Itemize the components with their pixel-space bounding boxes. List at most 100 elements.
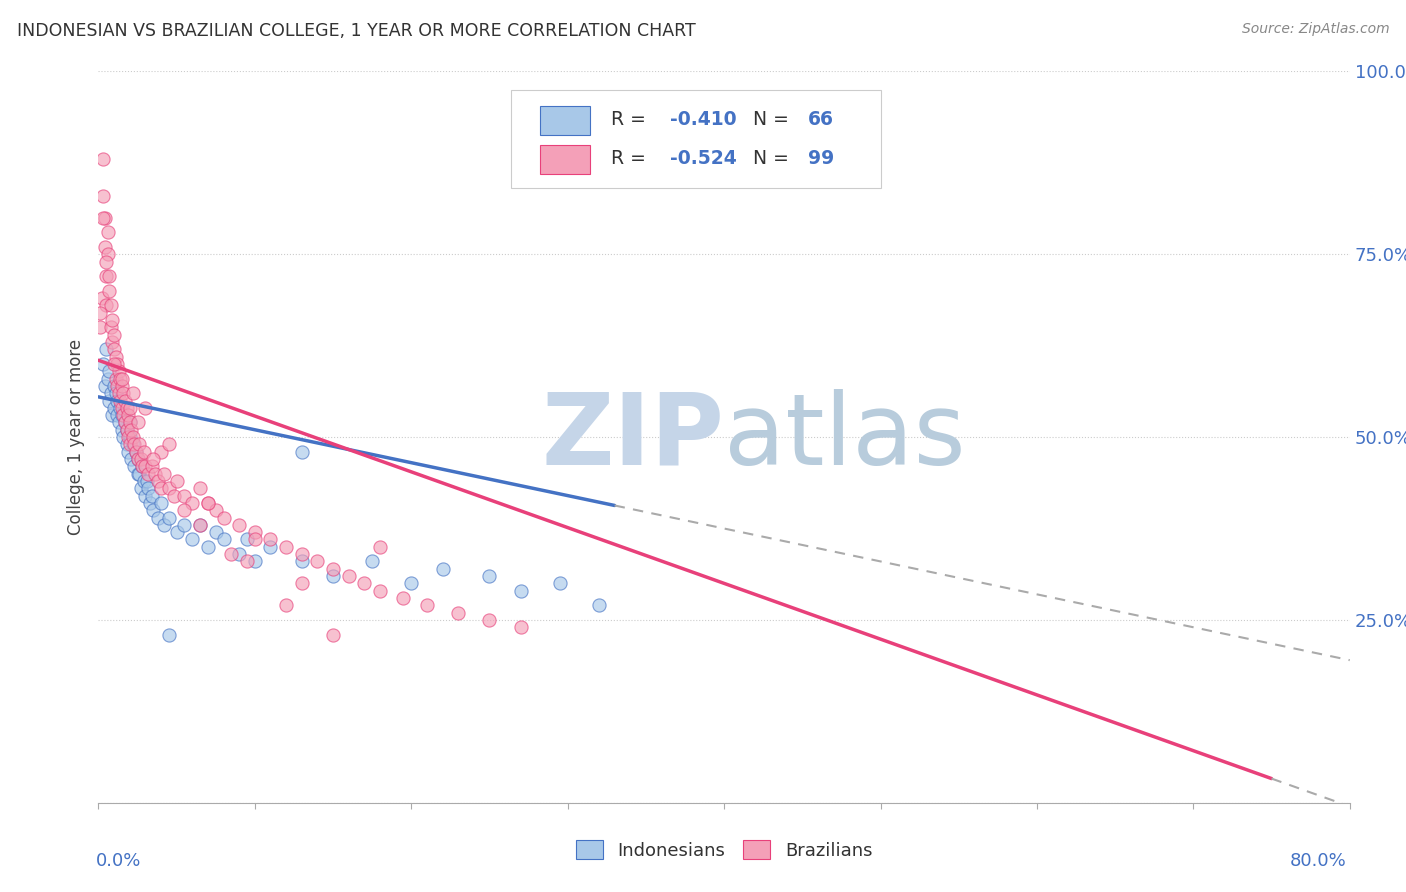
Bar — [540, 106, 591, 135]
Point — [110, 393, 132, 408]
Point — [173, 517, 195, 532]
Point — [548, 576, 571, 591]
Text: 66: 66 — [808, 110, 834, 129]
Point — [131, 459, 153, 474]
Point — [157, 510, 180, 524]
Point — [103, 327, 125, 342]
Point — [111, 408, 134, 422]
Point — [129, 452, 152, 467]
Text: -0.410: -0.410 — [671, 110, 737, 129]
Point — [291, 576, 314, 591]
Point — [142, 452, 165, 467]
Point — [197, 496, 219, 510]
Point — [150, 481, 173, 495]
Point — [104, 371, 127, 385]
Point — [118, 416, 141, 430]
Point — [100, 298, 122, 312]
Point — [98, 269, 121, 284]
Point — [96, 254, 118, 268]
Point — [125, 444, 148, 458]
Point — [100, 320, 122, 334]
Point — [197, 540, 219, 554]
Point — [162, 489, 184, 503]
Point — [322, 627, 344, 641]
Point — [129, 481, 152, 495]
Point — [291, 547, 314, 561]
Point — [104, 386, 127, 401]
Point — [143, 467, 166, 481]
Point — [274, 540, 298, 554]
Point — [89, 306, 111, 320]
Point — [138, 467, 160, 481]
Point — [291, 554, 314, 568]
Point — [104, 350, 127, 364]
Point — [96, 343, 118, 357]
Point — [101, 408, 124, 422]
Point — [117, 444, 139, 458]
Point — [173, 489, 195, 503]
Point — [188, 481, 211, 495]
Point — [478, 569, 501, 583]
Text: N =: N = — [752, 149, 794, 168]
Point — [509, 620, 531, 634]
Point — [125, 444, 148, 458]
Point — [134, 489, 156, 503]
Point — [139, 496, 162, 510]
Point — [392, 591, 415, 605]
Text: ZIP: ZIP — [541, 389, 724, 485]
Point — [105, 393, 128, 408]
Point — [204, 525, 226, 540]
Point — [118, 416, 141, 430]
Point — [105, 379, 128, 393]
Point — [322, 562, 344, 576]
Point — [138, 481, 160, 495]
Text: R =: R = — [612, 110, 652, 129]
Point — [353, 576, 375, 591]
Point — [307, 554, 329, 568]
Point — [115, 401, 138, 415]
Point — [117, 408, 139, 422]
Point — [447, 606, 470, 620]
Point — [111, 379, 134, 393]
Point — [103, 343, 125, 357]
Point — [153, 467, 176, 481]
Point — [131, 459, 153, 474]
Point — [96, 298, 118, 312]
Point — [236, 533, 259, 547]
Point — [124, 437, 146, 451]
Point — [120, 452, 142, 467]
Point — [368, 540, 391, 554]
Point — [236, 554, 259, 568]
Text: 99: 99 — [808, 149, 834, 168]
Bar — [540, 145, 591, 174]
Point — [115, 437, 138, 451]
Y-axis label: College, 1 year or more: College, 1 year or more — [66, 339, 84, 535]
Point — [141, 459, 163, 474]
Point — [259, 533, 281, 547]
Point — [181, 496, 204, 510]
Point — [259, 540, 281, 554]
Point — [97, 225, 120, 239]
Point — [98, 364, 121, 378]
Point — [146, 474, 169, 488]
Point — [118, 401, 141, 415]
Point — [91, 211, 114, 225]
Point — [228, 547, 250, 561]
Point — [114, 416, 136, 430]
Point — [103, 357, 125, 371]
Point — [121, 430, 143, 444]
Point — [121, 437, 143, 451]
Point — [91, 188, 114, 202]
Text: 0.0%: 0.0% — [96, 852, 141, 870]
Point — [117, 430, 139, 444]
Point — [128, 467, 150, 481]
Point — [188, 517, 211, 532]
Text: N =: N = — [752, 110, 794, 129]
Point — [243, 533, 266, 547]
Point — [107, 386, 129, 401]
Point — [110, 401, 132, 415]
Point — [432, 562, 454, 576]
Point — [127, 467, 149, 481]
Point — [401, 576, 423, 591]
Point — [274, 599, 298, 613]
